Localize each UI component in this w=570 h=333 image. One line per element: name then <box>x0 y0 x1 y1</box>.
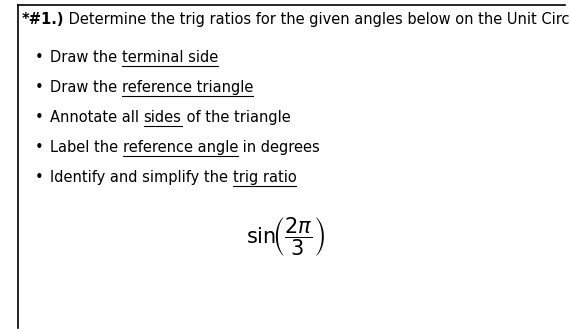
Text: trig ratio: trig ratio <box>233 170 296 185</box>
Text: •: • <box>35 110 44 125</box>
Text: Determine the trig ratios for the given angles below on the Unit Circle.: Determine the trig ratios for the given … <box>64 12 570 27</box>
Text: of the triangle: of the triangle <box>181 110 290 125</box>
Text: *#1.): *#1.) <box>22 12 64 27</box>
Text: in degrees: in degrees <box>238 140 320 155</box>
Text: terminal side: terminal side <box>122 50 218 65</box>
Text: •: • <box>35 50 44 65</box>
Text: Annotate all: Annotate all <box>50 110 144 125</box>
Text: •: • <box>35 80 44 95</box>
Text: Label the: Label the <box>50 140 123 155</box>
Text: reference triangle: reference triangle <box>122 80 253 95</box>
Text: •: • <box>35 140 44 155</box>
Text: •: • <box>35 170 44 185</box>
Text: $\mathrm{sin}\!\left(\dfrac{2\pi}{3}\right)$: $\mathrm{sin}\!\left(\dfrac{2\pi}{3}\rig… <box>246 215 324 258</box>
Text: Draw the: Draw the <box>50 80 122 95</box>
Text: Identify and simplify the: Identify and simplify the <box>50 170 233 185</box>
Text: sides: sides <box>144 110 181 125</box>
Text: Draw the: Draw the <box>50 50 122 65</box>
Text: reference angle: reference angle <box>123 140 238 155</box>
